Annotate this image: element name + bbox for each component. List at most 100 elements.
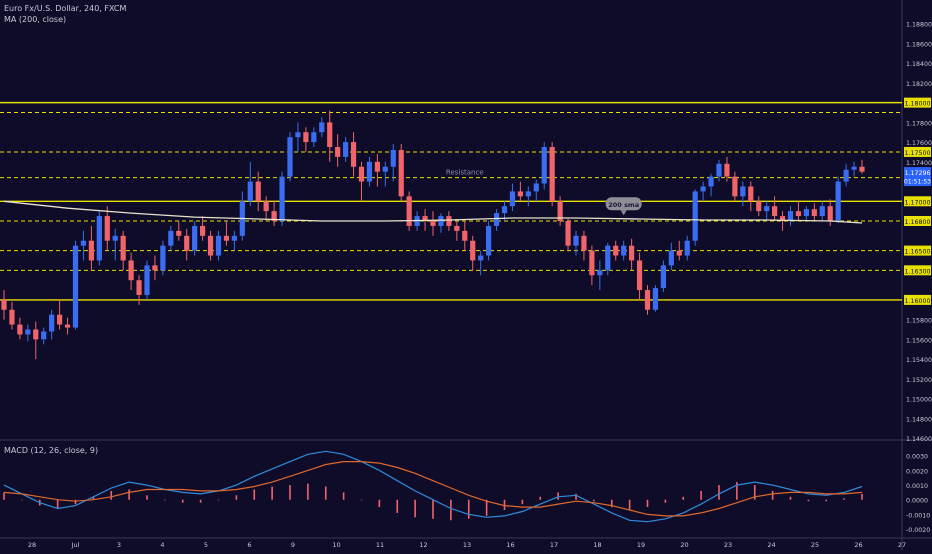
candle-body [343,142,349,157]
macd-histogram-bar [539,496,542,500]
macd-histogram-bar [807,499,810,502]
candle-body [493,213,500,226]
candle-body [549,147,555,202]
price-tick-label: 1.18200 [906,81,932,88]
candle-body [335,147,341,157]
candle-body [136,280,142,295]
price-tick-label: 1.18800 [906,22,932,29]
candle-body [803,209,809,217]
price-tick-label: 1.15400 [906,357,932,364]
time-tick-label: 27 [898,541,906,549]
candle-body [295,132,301,138]
candle-body [96,216,102,261]
macd-histogram-bar [307,483,309,500]
candle-body [660,265,666,289]
candle-body [303,132,309,143]
sma-callout-box [605,197,642,211]
level-price-tag [904,216,931,226]
macd-histogram-bar [825,499,828,502]
macd-histogram-bar [378,499,381,508]
candle-body [9,309,15,325]
candle-body [613,245,619,256]
candle-body [88,240,94,261]
candle-body [779,216,786,221]
candle-body [724,163,730,177]
time-tick-label: 3 [117,541,121,549]
candle-body [835,181,841,221]
candle-body [446,216,452,226]
price-tick-label: 1.16000 [904,298,930,305]
current-price-label: 1.17296 [904,170,930,177]
macd-histogram-bar [56,499,59,509]
candle-body [398,149,404,197]
candle-body [49,314,55,332]
macd-histogram-bar [485,499,488,516]
candle-body [748,186,754,202]
candle-body [454,225,460,231]
candle-body [668,250,674,266]
macd-histogram-bar [753,485,756,500]
candle-body [589,250,595,276]
candle-body [319,122,325,133]
macd-histogram-bar [593,499,595,502]
candle-body [223,235,230,241]
candle-body [17,324,23,335]
candle-body [509,191,516,207]
price-tick-label: 1.17600 [906,140,932,147]
macd-tick-label: -0.0020 [906,527,930,534]
symbol-legend: Euro Fx/U.S. Dollar, 240, FXCM [4,4,127,13]
price-tick-label: 1.17000 [904,199,930,206]
time-tick-label: 28 [28,541,36,549]
candle-body [279,176,285,221]
countdown-label: 01:51:53 [904,179,931,186]
candle-body [605,245,611,271]
candle-body [231,235,237,241]
price-tick-label: 1.15800 [906,318,932,325]
candle-body [525,191,531,197]
macd-histogram-bar [146,495,148,500]
candle-body [112,235,118,241]
candle-body [470,240,476,261]
candle-body [859,166,865,172]
candle-body [176,230,182,236]
macd-histogram-bar [342,492,345,500]
macd-histogram-bar [396,499,399,513]
time-tick-label: 18 [593,541,601,549]
candle-body [382,166,388,172]
level-price-tag [904,294,931,305]
candle-body [57,314,63,325]
macd-tick-label: 0.0030 [906,454,928,461]
candle-body [374,161,380,172]
current-price-tag [904,167,931,187]
candle-body [200,225,206,236]
price-tick-label: 1.17400 [906,160,932,167]
time-tick-label: 26 [854,541,862,549]
time-tick-label: 11 [376,541,384,549]
macd-histogram-bar [736,482,738,500]
resistance-label: Resistance [446,169,484,177]
candle-body [184,235,190,251]
signal-line [3,461,863,517]
candle-body [533,183,539,192]
candle-body [621,245,627,256]
macd-histogram-bar [110,490,113,500]
candle-body [104,216,110,241]
candle-body [422,216,428,221]
candle-body [366,161,373,182]
candle-body [772,206,778,217]
level-price-tag [904,196,931,207]
candle-body [629,245,635,261]
candle-body [843,169,849,182]
macd-histogram-bar [503,499,506,510]
candle-body [819,206,825,217]
candle-body [41,331,47,340]
candle-body [636,260,643,291]
candle-body [1,299,7,310]
macd-histogram-bar [450,499,452,521]
time-tick-label: 19 [637,541,645,549]
time-tick-label: 24 [767,541,775,549]
macd-histogram-bar [628,499,631,510]
macd-tick-label: -0.0010 [906,512,930,519]
